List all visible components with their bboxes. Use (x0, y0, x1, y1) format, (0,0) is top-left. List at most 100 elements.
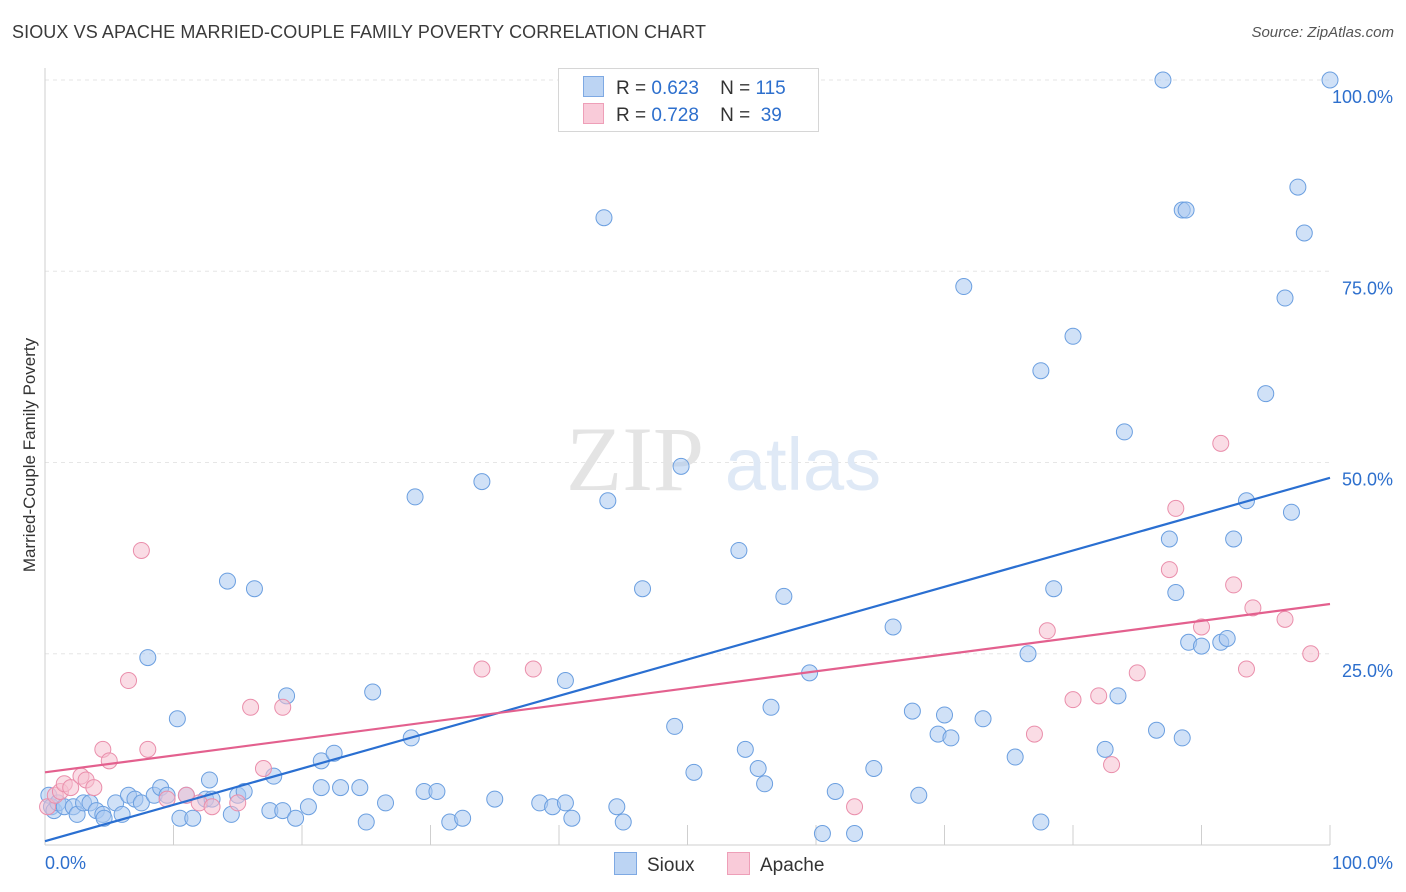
sioux-point (357, 813, 375, 831)
apache-point (203, 798, 221, 816)
sioux-trend-line (44, 476, 1331, 843)
apache-point (1167, 499, 1185, 517)
apache-point (229, 794, 247, 812)
sioux-point (762, 698, 780, 716)
source-label: Source: ZipAtlas.com (1251, 24, 1394, 41)
apache-point (1064, 691, 1082, 709)
apache-point (1193, 618, 1210, 636)
sioux-point (1193, 637, 1210, 655)
sioux-point (1019, 645, 1037, 663)
sioux-point (672, 457, 690, 475)
sioux-point (846, 825, 864, 843)
legend-row-sioux: R = 0.623 N = 115 (583, 76, 786, 100)
sioux-point (1032, 813, 1050, 831)
apache-point (242, 698, 260, 716)
apache-point (1103, 756, 1121, 774)
watermark-atlas: atlas (725, 423, 881, 506)
apache-point (1212, 434, 1230, 452)
sioux-point (884, 618, 902, 636)
sioux-point (614, 813, 632, 831)
apache-legend-swatch (727, 852, 750, 875)
sioux-point (1160, 530, 1178, 548)
sioux-point (299, 798, 317, 816)
apache-point (120, 672, 138, 690)
sioux-point (1173, 729, 1191, 747)
sioux-point (1109, 687, 1127, 705)
apache-n-value: 39 (760, 105, 782, 126)
sioux-point (364, 683, 382, 701)
sioux-point (1276, 289, 1294, 307)
sioux-point (406, 488, 424, 506)
y-tick-label: 100.0% (1332, 87, 1393, 107)
sioux-point (1282, 503, 1300, 521)
sioux-point (556, 794, 574, 812)
sioux-point (910, 786, 928, 804)
apache-swatch (583, 103, 604, 124)
sioux-point (813, 825, 831, 843)
axes (44, 68, 1331, 846)
apache-point (1090, 687, 1108, 705)
apache-point (524, 660, 542, 678)
apache-point (274, 698, 292, 716)
sioux-r-label: R = (616, 78, 647, 99)
sioux-point (942, 729, 960, 747)
sioux-point (730, 541, 748, 559)
sioux-r-value: 0.623 (651, 78, 699, 99)
sioux-point (351, 779, 369, 797)
sioux-point (595, 209, 613, 227)
apache-point (62, 779, 80, 797)
sioux-point (685, 763, 703, 781)
apache-trend-line (44, 602, 1331, 774)
apache-point (132, 541, 150, 559)
sioux-point (1225, 530, 1243, 548)
sioux-point (563, 809, 581, 827)
sioux-point (428, 782, 446, 800)
sioux-legend-label: Sioux (647, 855, 695, 876)
sioux-point (245, 580, 263, 598)
apache-point (1025, 725, 1043, 743)
bottom-legend-sioux: Sioux (614, 852, 695, 877)
apache-point (1225, 576, 1243, 594)
sioux-point (332, 779, 350, 797)
sioux-point (826, 782, 844, 800)
sioux-point (486, 790, 504, 808)
sioux-point (454, 809, 472, 827)
sioux-point (1295, 224, 1313, 242)
apache-point (1128, 664, 1146, 682)
apache-point (254, 760, 272, 777)
trend-lines (44, 476, 1331, 843)
gridlines (45, 79, 1330, 655)
legend-row-apache: R = 0.728 N = 39 (583, 103, 782, 127)
y-tick-label: 75.0% (1342, 278, 1393, 298)
sioux-point (132, 794, 150, 812)
sioux-point (1115, 423, 1133, 441)
x-tick-label-min: 0.0% (45, 853, 86, 873)
sioux-point (955, 278, 973, 296)
sioux-point (736, 740, 754, 758)
chart-title: SIOUX VS APACHE MARRIED-COUPLE FAMILY PO… (12, 22, 707, 42)
apache-point (846, 798, 864, 816)
sioux-point (865, 760, 883, 777)
sioux-point (139, 649, 157, 667)
sioux-point (556, 672, 574, 690)
sioux-point (1064, 327, 1082, 345)
sioux-n-label: N = (720, 78, 751, 99)
sioux-point (184, 809, 202, 827)
sioux-point (608, 798, 626, 816)
sioux-swatch (583, 76, 604, 97)
apache-point (1244, 599, 1262, 617)
sioux-legend-swatch (614, 852, 637, 875)
sioux-point (1218, 629, 1236, 647)
sioux-point (1321, 71, 1339, 89)
apache-r-value: 0.728 (651, 105, 699, 126)
x-tick-label-max: 100.0% (1332, 853, 1393, 873)
sioux-point (634, 580, 652, 598)
sioux-point (936, 706, 953, 724)
sioux-point (974, 710, 992, 728)
sioux-point (168, 710, 186, 728)
apache-point (1237, 660, 1255, 678)
sioux-point (666, 717, 684, 735)
sioux-point (1148, 721, 1166, 739)
sioux-point (749, 760, 767, 777)
